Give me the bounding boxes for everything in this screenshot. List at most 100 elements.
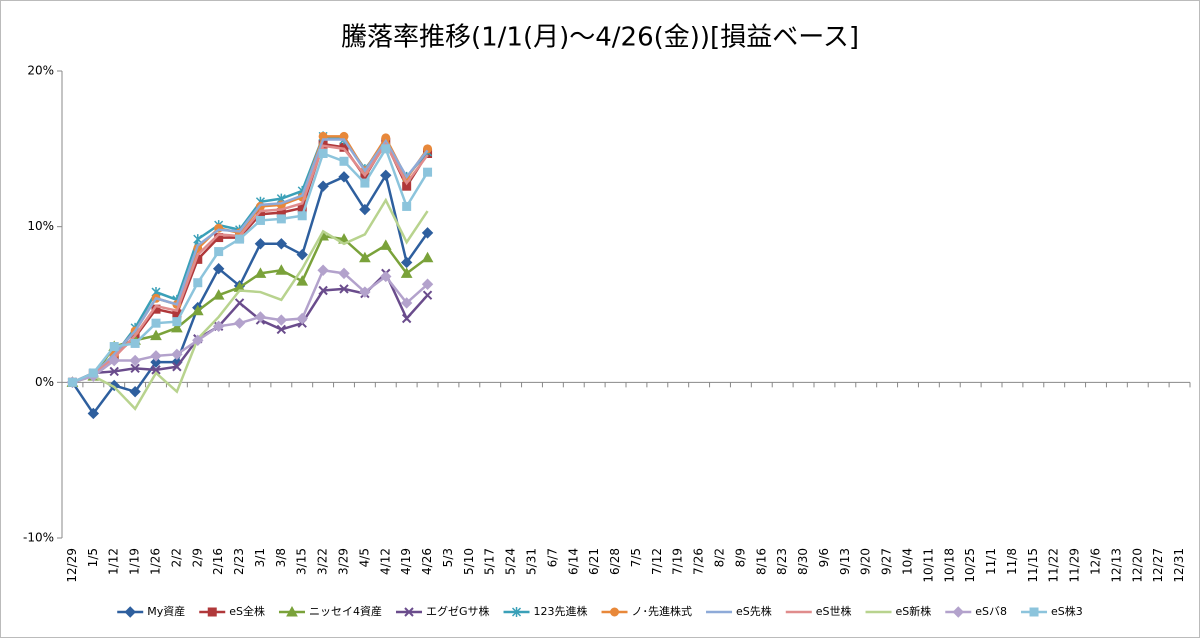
x-tick-label: 8/16 [754,548,768,575]
marker [108,354,120,367]
x-tick-label: 4/12 [378,548,392,575]
marker [130,338,140,348]
marker [192,334,204,347]
marker [254,311,267,323]
x-tick-label: 8/2 [713,548,727,567]
marker [235,234,245,244]
x-tick-label: 11/8 [1005,548,1019,575]
x-tick-label: 4/19 [399,548,413,575]
x-tick-label: 2/23 [232,548,246,575]
marker [130,363,140,374]
legend-label: ノ･先進株式 [632,604,693,618]
marker [359,251,371,263]
x-tick-label: 6/14 [566,548,580,575]
y-tick-label: 20% [27,64,54,78]
x-tick-label: 12/6 [1089,548,1103,575]
marker [400,267,413,278]
x-tick-label: 10/11 [921,548,935,583]
marker [359,203,371,216]
marker [421,251,434,263]
marker [276,214,286,224]
marker [108,379,120,392]
x-tick-label: 2/16 [211,548,225,575]
marker [254,267,267,278]
marker [212,262,225,275]
marker [338,171,350,183]
marker [360,178,370,188]
marker [339,156,349,166]
marker [380,270,392,283]
x-tick-label: 5/31 [525,548,539,575]
x-tick-label: 4/5 [357,548,371,567]
marker [129,385,141,398]
x-tick-label: 12/20 [1130,548,1144,583]
x-tick-label: 6/21 [587,548,601,575]
x-tick-label: 3/22 [316,548,330,575]
marker [254,238,267,250]
x-tick-label: 10/18 [942,548,956,583]
marker [171,321,183,333]
x-tick-label: 6/28 [608,548,622,575]
x-tick-label: 1/12 [107,548,121,575]
marker [234,298,245,308]
marker [296,275,309,286]
x-tick-label: 7/5 [629,548,643,567]
series-line [72,197,429,411]
x-tick-label: 1/26 [149,548,163,575]
x-tick-label: 1/19 [128,548,142,575]
marker [124,606,136,618]
marker [214,247,224,257]
x-tick-label: 10/4 [901,548,915,575]
marker [87,407,100,420]
marker [423,144,433,154]
legend: My資産 eS全株 ニッセイ4資産 エグゼGサ株 123先進株 ノ･先進株式 eS先株 eS世… [117,604,1083,618]
marker [511,607,522,617]
marker [191,304,204,316]
marker [318,149,328,159]
marker [1029,607,1039,617]
x-tick-label: 8/9 [733,548,747,567]
x-tick-label: 9/6 [817,548,831,567]
marker [286,605,298,617]
x-tick-label: 3/15 [295,548,309,575]
marker [296,312,308,325]
legend-label: eS全株 [229,604,265,618]
marker [275,238,288,250]
legend-label: 123先進株 [534,604,588,618]
legend-label: eSバ8 [975,605,1007,618]
y-tick-label: 0% [35,375,54,389]
series-line [72,138,429,384]
y-tick-label: 10% [27,219,54,233]
marker [109,342,119,352]
x-tick-label: 7/26 [692,548,706,575]
marker [421,278,434,290]
x-tick-label: 3/8 [274,548,288,567]
marker [109,366,119,377]
marker [402,201,412,211]
legend-label: eS世株 [816,604,852,618]
marker [88,368,98,378]
x-tick-label: 12/31 [1172,548,1186,583]
marker [296,248,308,261]
marker [129,354,141,367]
marker [379,239,392,250]
marker [422,290,433,300]
x-tick-label: 5/3 [441,548,455,567]
marker [172,317,182,327]
x-tick-label: 5/24 [504,548,518,575]
marker [171,348,183,361]
marker [952,606,964,618]
marker [338,267,350,280]
x-tick-label: 9/13 [838,548,852,575]
marker [212,289,225,300]
legend-label: ニッセイ4資産 [309,605,382,618]
x-tick-label: 7/12 [650,548,664,575]
x-tick-label: 12/27 [1151,548,1165,583]
x-tick-label: 12/29 [65,548,79,583]
marker [150,329,162,341]
x-tick-label: 12/13 [1109,548,1123,583]
x-tick-label: 8/30 [796,548,810,575]
x-tick-label: 1/5 [86,548,100,567]
